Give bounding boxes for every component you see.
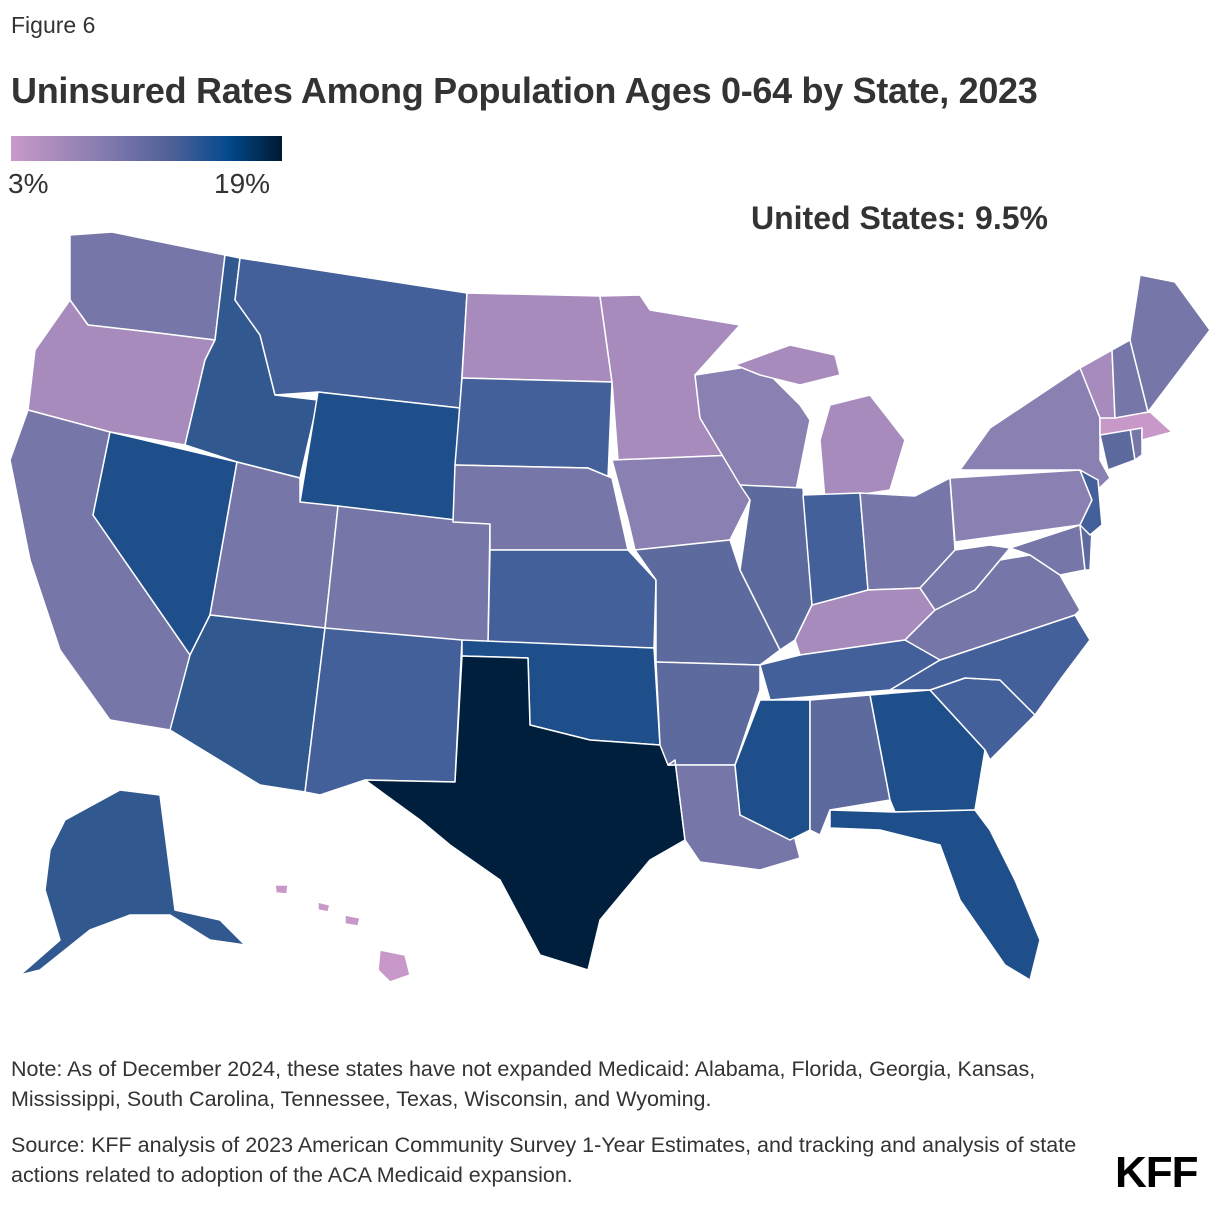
legend-max-label: 19% <box>214 168 271 199</box>
legend-gradient-bar <box>11 136 282 161</box>
state-north-dakota[interactable] <box>461 292 613 383</box>
state-michigan[interactable] <box>819 394 906 501</box>
state-wyoming[interactable] <box>299 391 461 523</box>
source-text: Source: KFF analysis of 2023 American Co… <box>11 1133 1077 1187</box>
state-hawaii[interactable] <box>274 884 411 983</box>
chart-title: Uninsured Rates Among Population Ages 0-… <box>11 70 1038 111</box>
state-west-virginia[interactable] <box>919 544 1011 611</box>
state-new-jersey[interactable] <box>1079 469 1103 536</box>
state-alaska[interactable] <box>19 789 246 976</box>
state-missouri[interactable] <box>634 539 781 666</box>
state-massachusetts[interactable] <box>1099 411 1173 441</box>
legend-min-label: 3% <box>8 168 49 199</box>
us-average-label: United States: 9.5% <box>751 200 1048 236</box>
state-washington[interactable] <box>69 231 226 341</box>
state-colorado[interactable] <box>324 505 491 647</box>
state-south-dakota[interactable] <box>454 377 613 479</box>
state-florida[interactable] <box>829 809 1041 981</box>
figure-label: Figure 6 <box>11 12 96 38</box>
state-new-mexico[interactable] <box>304 627 463 796</box>
state-michigan-upper[interactable] <box>734 344 841 386</box>
state-iowa[interactable] <box>611 454 751 551</box>
state-north-carolina[interactable] <box>889 614 1091 716</box>
state-maryland[interactable] <box>1009 524 1086 576</box>
us-states-map <box>9 231 1211 983</box>
state-kansas[interactable] <box>487 549 657 649</box>
kff-logo: KFF <box>1115 1148 1199 1197</box>
state-maine[interactable] <box>1129 274 1211 413</box>
note-text: Note: As of December 2024, these states … <box>11 1057 1036 1111</box>
state-texas[interactable] <box>364 655 686 971</box>
